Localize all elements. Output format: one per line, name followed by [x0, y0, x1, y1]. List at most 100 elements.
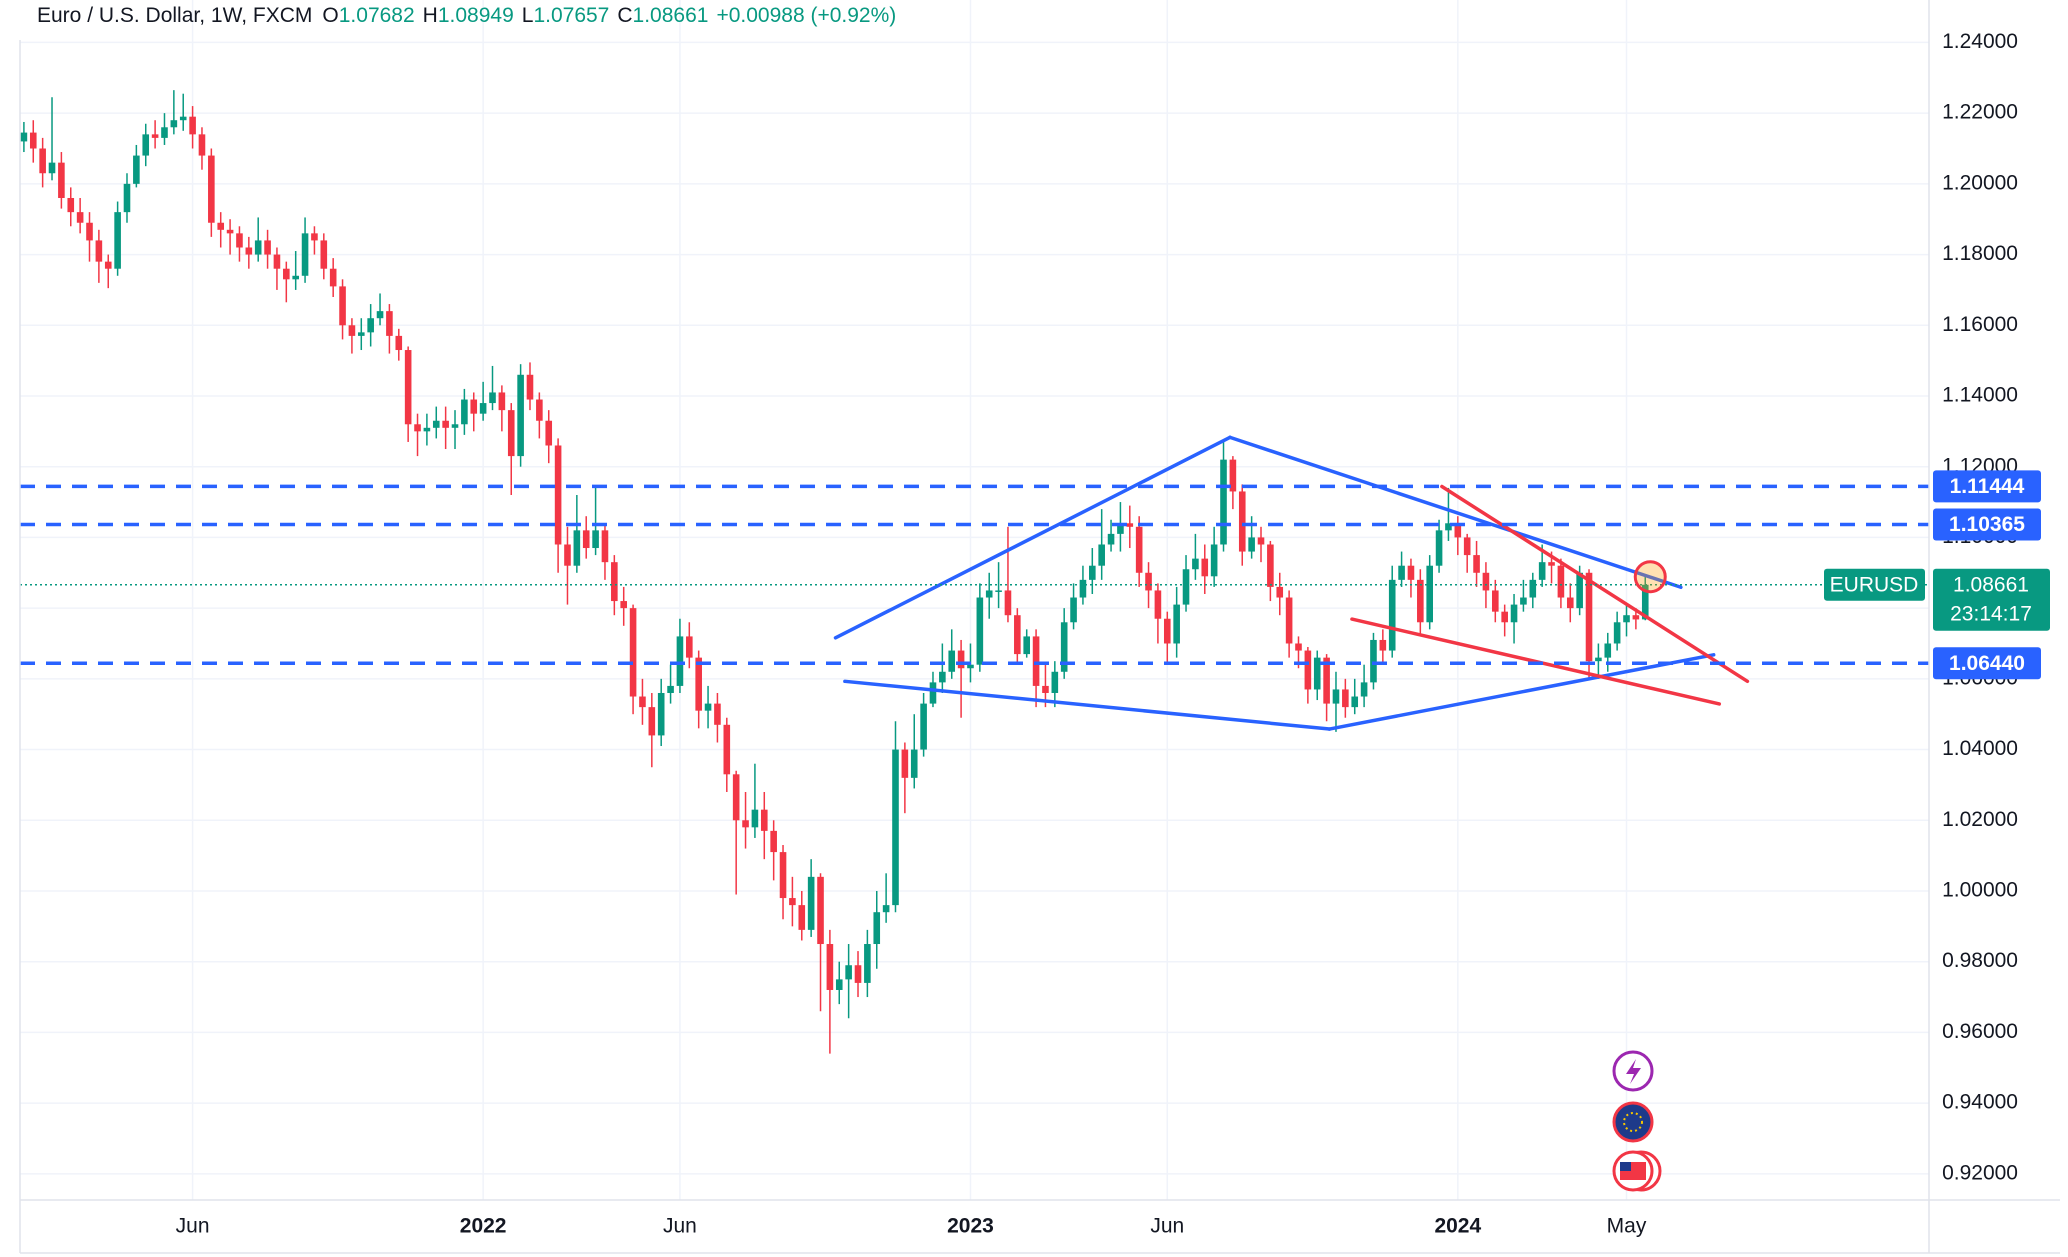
candle-body	[1482, 572, 1490, 591]
candle-body	[1304, 650, 1312, 690]
candle-body	[779, 852, 787, 899]
candle-body	[526, 374, 534, 400]
candle-body	[226, 229, 234, 234]
candle-body	[236, 233, 243, 248]
x-tick-label: Jun	[176, 1215, 210, 1238]
ohlc-legend: O1.07682 H1.08949 L1.07657 C1.08661	[322, 4, 708, 27]
candle-body	[920, 703, 927, 750]
candle-body	[264, 240, 271, 255]
candle-body	[1210, 544, 1218, 577]
symbol: Euro / U.S. Dollar, 1W, FXCM	[37, 4, 312, 27]
candle-body	[1238, 491, 1246, 552]
candle-body	[39, 148, 46, 174]
ohlc-value: 1.07682	[339, 4, 415, 27]
symbol-tag-label: EURUSD	[1830, 573, 1919, 596]
candle-body	[554, 445, 562, 545]
trend-line	[843, 679, 1332, 731]
candle-body	[732, 774, 740, 821]
event-icon[interactable]	[1612, 1101, 1654, 1143]
candle-body	[114, 212, 121, 269]
trend-line	[1440, 484, 1750, 684]
candle-body	[1576, 572, 1583, 609]
candle-body	[1454, 523, 1462, 538]
candle-body	[142, 134, 150, 156]
candle-body	[432, 420, 440, 428]
candle-body	[1510, 604, 1518, 623]
candle-body	[648, 707, 656, 736]
y-tick-label: 0.98000	[1942, 949, 2018, 972]
candle-body	[1435, 530, 1443, 566]
candle-body	[1145, 572, 1152, 591]
candle-body	[620, 601, 628, 609]
y-tick-label: 1.22000	[1942, 101, 2018, 124]
candle-body	[470, 399, 478, 414]
candle-body	[742, 820, 749, 828]
candle-body	[751, 809, 759, 828]
ohlc-key: O	[322, 4, 338, 27]
candle-body	[1613, 622, 1621, 644]
x-tick-label: Jun	[663, 1215, 697, 1238]
candle-body	[461, 399, 468, 425]
ohlc-value: 1.07657	[533, 4, 609, 27]
x-tick-label: 2024	[1434, 1215, 1481, 1238]
candle-body	[1032, 636, 1040, 686]
candle-body	[1126, 523, 1134, 527]
candle-body	[442, 420, 449, 428]
x-tick-label: 2022	[460, 1215, 507, 1238]
candle-body	[1473, 555, 1480, 573]
candle-body	[29, 132, 37, 149]
candle-body	[489, 392, 496, 404]
candle-body	[1135, 526, 1143, 573]
ohlc-key: C	[617, 4, 632, 27]
candle-body	[892, 749, 899, 906]
candle-body	[882, 905, 890, 913]
candle-body	[1042, 685, 1049, 693]
candle-body	[1342, 689, 1349, 708]
candle-body	[976, 597, 984, 665]
y-tick-label: 1.14000	[1942, 384, 2018, 407]
candle-body	[1548, 562, 1555, 566]
price-tag	[1933, 568, 2050, 631]
candle-body	[367, 318, 374, 333]
plot	[20, 90, 1929, 1054]
candle-body	[1595, 657, 1602, 662]
candle-body	[1426, 565, 1433, 623]
candle-body	[376, 311, 384, 319]
candle-body	[667, 685, 674, 693]
candle-body	[1388, 579, 1396, 651]
candle-body	[1163, 618, 1171, 644]
candle-body	[1267, 544, 1274, 587]
candle-body	[789, 898, 796, 906]
candle-body	[854, 965, 862, 983]
trend-line	[1228, 435, 1683, 590]
candle-body	[1370, 639, 1377, 683]
candle-body	[1632, 615, 1640, 620]
candle-body	[329, 268, 337, 287]
price-tag	[1933, 647, 2041, 680]
candle-body	[901, 749, 909, 778]
candle-body	[479, 403, 487, 414]
y-tick-label: 0.92000	[1942, 1161, 2018, 1184]
candle-body	[770, 830, 777, 853]
candle-body	[564, 544, 571, 566]
candle-body	[676, 636, 684, 686]
event-icons	[1612, 1050, 1662, 1192]
candle-body	[1285, 597, 1293, 644]
candle-body	[536, 399, 543, 421]
ohlc-value: 1.08949	[438, 4, 514, 27]
highlight-circle	[1633, 560, 1667, 594]
candle-body	[807, 876, 815, 930]
candle-body	[910, 749, 918, 778]
candle-body	[592, 530, 599, 549]
y-tick-label: 1.20000	[1942, 171, 2018, 194]
candle-body	[629, 608, 637, 697]
candle-body	[1379, 639, 1387, 651]
candle-body	[1641, 584, 1649, 620]
candle-body	[864, 944, 871, 983]
candle-body	[245, 247, 253, 255]
candle-body	[835, 979, 843, 990]
candle-body	[67, 197, 75, 213]
header: Euro / U.S. Dollar, 1W, FXCM O1.07682 H1.0…	[37, 4, 896, 27]
price-tag	[1933, 508, 2041, 541]
candle-body	[198, 134, 206, 156]
